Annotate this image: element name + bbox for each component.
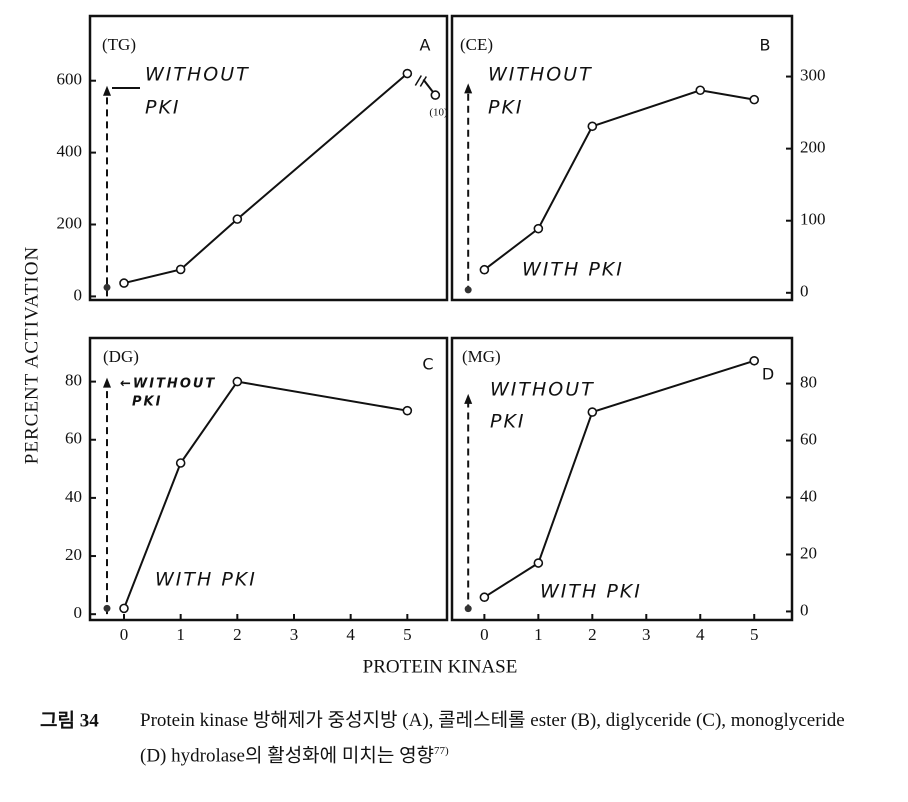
series-line [483, 89, 755, 271]
without-pki-label: PKI [132, 395, 162, 410]
series-line [123, 72, 408, 285]
x-tick-label: 5 [403, 625, 412, 644]
y-axis-label: PERCENT ACTIVATION [21, 246, 42, 464]
data-point [175, 458, 186, 468]
data-point [587, 407, 598, 417]
data-point [175, 264, 186, 275]
caption-label: 그림 34 [40, 709, 99, 731]
data-point [587, 121, 598, 132]
y-tick-label: 0 [800, 600, 809, 619]
x-tick-label: 3 [290, 625, 299, 644]
series-line [123, 380, 408, 609]
x-tick-label: 2 [233, 625, 242, 644]
x-tick-label: 5 [750, 625, 759, 644]
y-tick-label: 80 [800, 372, 817, 391]
panel-letter: C [422, 355, 433, 374]
break-label: (10) [429, 107, 448, 119]
y-tick-label: 20 [65, 545, 82, 564]
caption-ref: 77) [434, 745, 449, 757]
x-tick-label: 1 [176, 625, 185, 644]
data-point [402, 405, 413, 416]
panel-frame [450, 14, 794, 302]
x-axis-label: PROTEIN KINASE [363, 656, 518, 677]
data-point [232, 214, 243, 224]
with-pki-dot [464, 286, 472, 294]
without-pki-label: PKI [490, 411, 526, 433]
data-point [479, 592, 490, 603]
panel-frame [450, 336, 794, 622]
y-tick-label: 0 [74, 285, 83, 304]
y-tick-label: 200 [800, 138, 826, 157]
series-line [483, 359, 755, 599]
with-pki-dot [103, 604, 111, 612]
y-tick-label: 0 [800, 282, 809, 301]
axis-break [414, 75, 427, 87]
without-pki-arrowhead [103, 377, 111, 388]
data-point [479, 264, 490, 275]
y-tick-label: 0 [74, 603, 83, 622]
without-pki-label: WITHOUT [490, 379, 595, 401]
with-pki-label: WITH PKI [522, 259, 624, 281]
data-point [119, 603, 129, 614]
without-pki-label: ←WITHOUT [120, 377, 216, 392]
data-point [402, 68, 413, 79]
y-tick-label: 200 [57, 213, 83, 232]
without-pki-label: WITHOUT [488, 64, 593, 86]
without-pki-label: WITHOUT [145, 64, 250, 86]
data-point [749, 94, 760, 105]
caption-box: Protein kinase 방해제가 중성지방 (A), 콜레스테롤 este… [140, 706, 860, 771]
x-tick-label: 4 [696, 625, 705, 644]
without-pki-arrowhead [464, 83, 473, 94]
data-point [695, 85, 706, 96]
panel-letter: B [760, 36, 771, 55]
data-point [749, 355, 760, 366]
x-tick-label: 2 [588, 625, 597, 644]
x-tick-label: 3 [642, 625, 651, 644]
data-point [232, 376, 243, 387]
y-tick-label: 40 [65, 487, 82, 506]
y-tick-label: 100 [800, 210, 826, 229]
caption-text: Protein kinase 방해제가 중성지방 (A), 콜레스테롤 este… [140, 710, 845, 767]
panel-tag: (DG) [103, 347, 139, 366]
data-point [533, 558, 544, 568]
data-point [119, 278, 129, 288]
panel-letter: A [420, 36, 431, 55]
panel-tag: (CE) [460, 35, 493, 54]
panel-frame [88, 336, 449, 622]
y-tick-label: 60 [65, 429, 82, 448]
break-point [430, 90, 441, 100]
data-point [533, 223, 544, 234]
panel-frame [88, 14, 449, 302]
with-pki-label: WITH PKI [540, 581, 642, 603]
panel-letter: D [762, 365, 774, 384]
without-pki-label: PKI [145, 97, 181, 119]
x-tick-label: 0 [480, 625, 489, 644]
with-pki-dot [103, 283, 111, 291]
y-tick-label: 80 [65, 371, 82, 390]
panel-tag: (TG) [102, 35, 136, 54]
panel-tag: (MG) [462, 347, 501, 366]
without-pki-arrowhead [103, 85, 111, 96]
caption: Protein kinase 방해제가 중성지방 (A), 콜레스테롤 este… [140, 706, 860, 771]
with-pki-label: WITH PKI [155, 569, 257, 591]
y-tick-label: 300 [800, 65, 826, 84]
y-tick-label: 600 [57, 70, 83, 89]
with-pki-dot [464, 605, 472, 613]
x-tick-label: 1 [534, 625, 543, 644]
y-tick-label: 20 [800, 543, 817, 562]
y-tick-label: 400 [57, 142, 83, 161]
without-pki-arrowhead [464, 393, 473, 404]
y-tick-label: 40 [800, 486, 817, 505]
x-tick-label: 0 [120, 625, 129, 644]
x-tick-label: 4 [346, 625, 355, 644]
without-pki-label: PKI [488, 97, 524, 119]
y-tick-label: 60 [800, 429, 817, 448]
